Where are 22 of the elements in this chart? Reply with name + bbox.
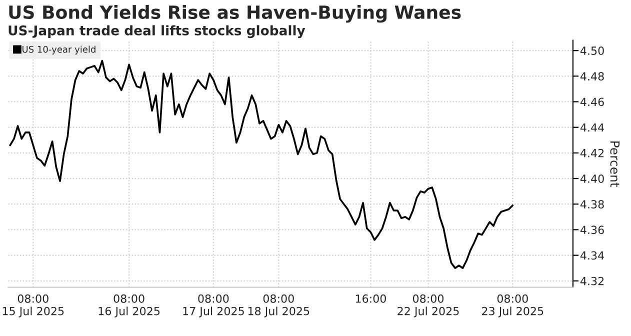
chart-subtitle: US-Japan trade deal lifts stocks globally xyxy=(8,25,306,38)
x-tick-label: 08:00 15 Jul 2025 xyxy=(2,294,64,318)
x-tick-label: 08:00 22 Jul 2025 xyxy=(398,294,459,318)
x-tick-label: 08:00 18 Jul 2025 xyxy=(248,294,310,318)
y-tick-label: 4.36 xyxy=(580,226,604,234)
y-tick-label: 4.40 xyxy=(580,174,604,183)
x-tick-label: 16:00 xyxy=(356,294,386,303)
y-tick-label: 4.50 xyxy=(580,46,604,55)
y-axis-title: Percent xyxy=(610,142,620,188)
x-tick-label: 08:00 17 Jul 2025 xyxy=(183,294,244,318)
x-tick-label: 08:00 23 Jul 2025 xyxy=(482,294,544,318)
y-tick-label: 4.42 xyxy=(580,148,604,158)
line-series xyxy=(9,60,514,269)
x-tick-label: 08:00 16 Jul 2025 xyxy=(98,294,160,318)
y-tick-label: 4.44 xyxy=(580,123,604,132)
y-tick-label: 4.38 xyxy=(580,200,604,208)
y-tick-label: 4.32 xyxy=(580,276,604,286)
y-tick-label: 4.46 xyxy=(580,98,604,106)
chart-title: US Bond Yields Rise as Haven-Buying Wanes xyxy=(9,5,461,23)
legend-label: US 10-year yield xyxy=(22,46,96,54)
y-tick-label: 4.34 xyxy=(580,251,604,260)
y-tick-label: 4.48 xyxy=(580,72,604,81)
